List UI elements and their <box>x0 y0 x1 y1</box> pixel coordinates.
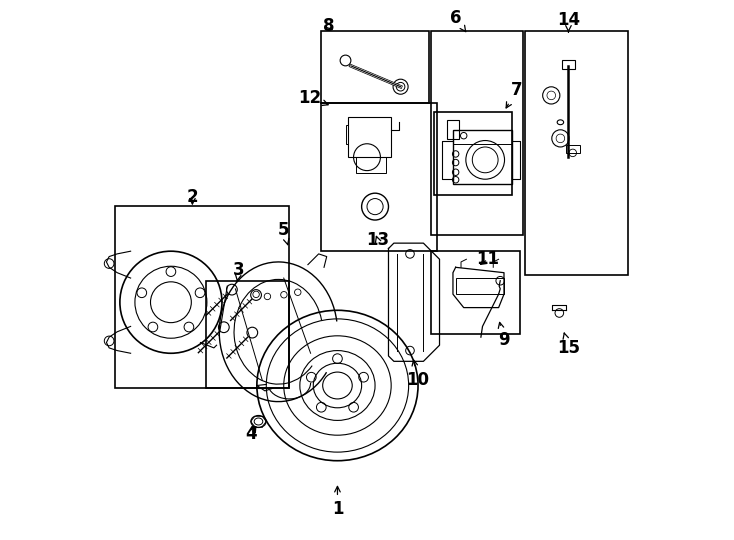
Text: 5: 5 <box>278 221 289 245</box>
Text: 13: 13 <box>366 232 389 249</box>
Bar <box>432 251 520 334</box>
Bar <box>206 281 289 388</box>
Text: 4: 4 <box>246 425 258 443</box>
Text: 15: 15 <box>557 333 580 357</box>
Text: 6: 6 <box>450 9 466 32</box>
Bar <box>456 278 504 294</box>
Text: 1: 1 <box>332 487 344 518</box>
Text: 9: 9 <box>498 322 510 349</box>
Bar <box>432 31 523 235</box>
Text: 7: 7 <box>506 81 523 108</box>
Text: 3: 3 <box>233 261 245 282</box>
Text: 14: 14 <box>557 11 580 32</box>
Text: 2: 2 <box>186 188 198 206</box>
Text: 11: 11 <box>476 250 499 268</box>
Text: 8: 8 <box>322 17 334 35</box>
Bar <box>356 157 386 173</box>
Bar <box>566 145 581 153</box>
Text: 10: 10 <box>407 360 429 389</box>
Bar <box>321 104 437 251</box>
Bar <box>348 117 391 157</box>
Bar <box>526 31 628 275</box>
Bar <box>562 60 575 69</box>
Bar <box>453 130 512 144</box>
Bar <box>115 206 289 388</box>
Text: 12: 12 <box>298 89 328 107</box>
Bar <box>446 119 459 139</box>
Bar <box>453 130 512 184</box>
Bar <box>346 125 348 144</box>
Bar <box>321 31 429 104</box>
Bar <box>434 112 512 195</box>
